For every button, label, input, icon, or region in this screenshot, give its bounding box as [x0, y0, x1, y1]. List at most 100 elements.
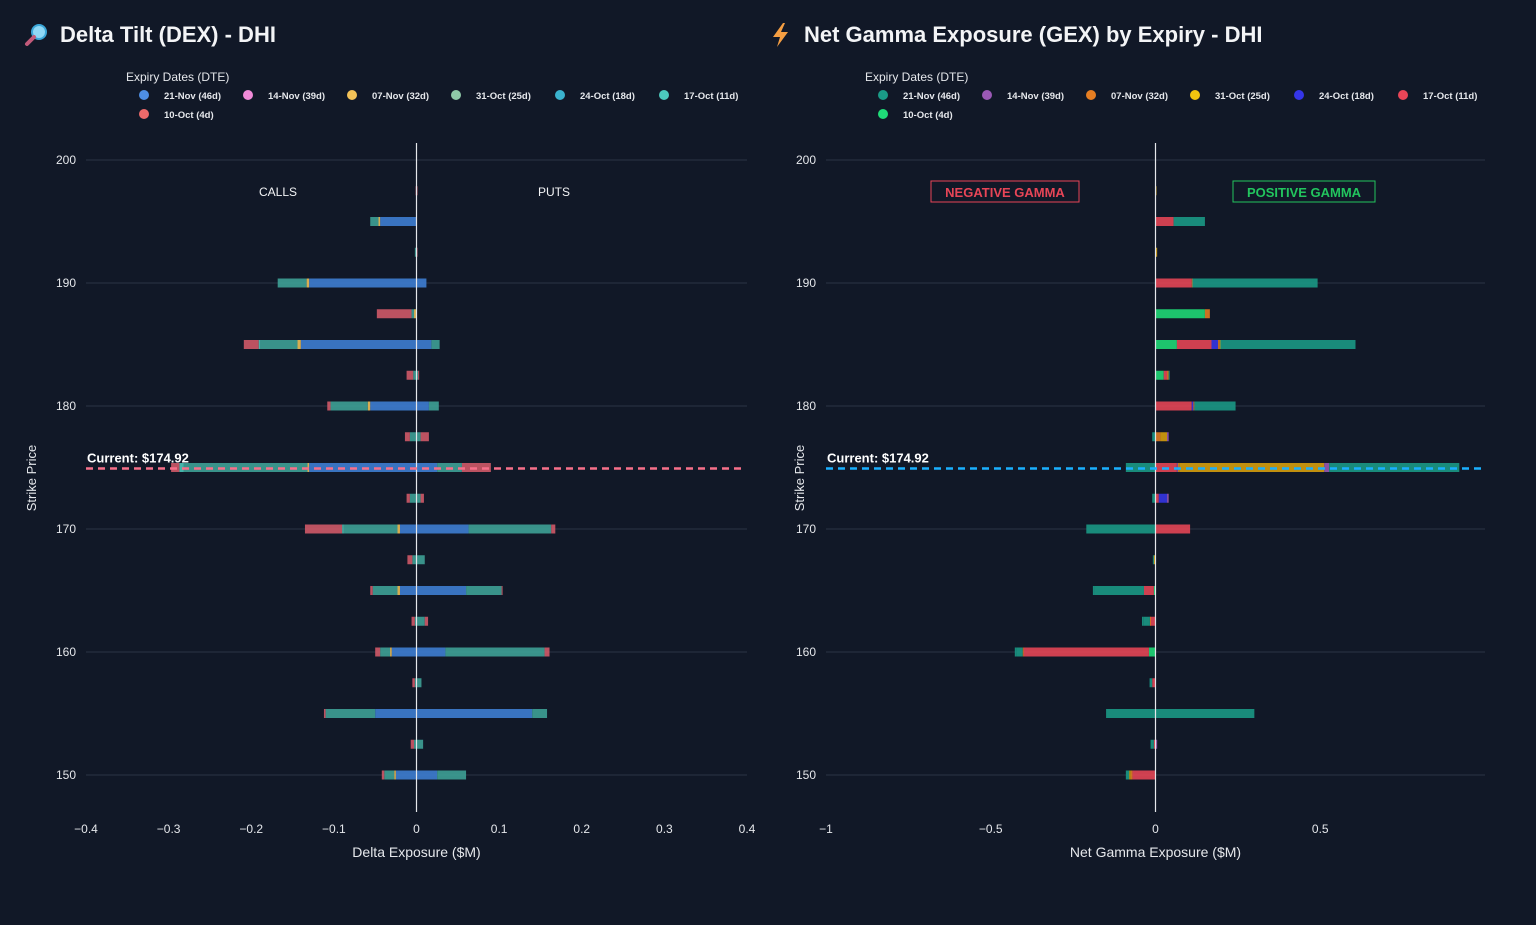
bar [1155, 709, 1255, 718]
legend-marker [555, 90, 565, 100]
y-tick-label: 190 [796, 276, 816, 290]
bar [330, 401, 368, 411]
bar [375, 647, 381, 657]
legend-label: 21-Nov (46d) [164, 91, 221, 102]
bar [370, 586, 373, 595]
bar [367, 401, 371, 411]
bar [1106, 709, 1156, 718]
positive-gamma-annotation: POSITIVE GAMMA [1247, 185, 1362, 200]
bar [390, 647, 392, 657]
bar [1155, 309, 1205, 319]
dex-panel: Delta Tilt (DEX) - DHI Expiry Dates (DTE… [24, 18, 756, 860]
bar [1191, 278, 1193, 288]
bar [1153, 555, 1156, 565]
bar [409, 493, 417, 503]
x-tick-label: 0.3 [656, 822, 673, 836]
bar [416, 586, 467, 595]
bar [412, 555, 417, 565]
bar [551, 524, 556, 534]
bar [376, 309, 412, 319]
legend-label: 07-Nov (32d) [1111, 91, 1168, 102]
bar [1194, 401, 1236, 411]
bar [1023, 647, 1149, 657]
magnifier-icon [24, 22, 50, 48]
y-tick-label: 160 [796, 645, 816, 659]
bar [399, 524, 417, 534]
bar [1143, 586, 1154, 595]
bar [412, 678, 415, 688]
legend-marker [1294, 90, 1304, 100]
y-tick-label: 160 [56, 645, 76, 659]
bar [1152, 678, 1156, 688]
bar [300, 340, 417, 349]
bar [1150, 739, 1154, 749]
gex-chart: Expiry Dates (DTE) 21-Nov (46d) 14-Nov (39… [792, 70, 1485, 860]
legend-marker [878, 109, 888, 119]
legend-label: 24-Oct (18d) [580, 91, 635, 102]
bar [416, 370, 419, 380]
bar [395, 770, 417, 780]
legend-title: Expiry Dates (DTE) [126, 70, 229, 84]
bar [1168, 370, 1170, 380]
bar [416, 524, 469, 534]
bar [1153, 586, 1156, 595]
bar [1155, 739, 1158, 749]
legend-label: 14-Nov (39d) [1007, 91, 1064, 102]
bar [414, 739, 417, 749]
legend-title: Expiry Dates (DTE) [865, 70, 968, 84]
bar [381, 770, 385, 780]
bar [1086, 524, 1156, 534]
bar [418, 370, 420, 380]
bar [304, 524, 343, 534]
bar [1218, 340, 1220, 349]
bar [1155, 524, 1191, 534]
x-tick-label: −0.1 [322, 822, 346, 836]
bar [1152, 432, 1156, 442]
bar [1204, 309, 1210, 319]
x-tick-label: 0.4 [739, 822, 756, 836]
bar [414, 616, 417, 626]
bar [416, 616, 425, 626]
y-tick-label: 170 [56, 522, 76, 536]
bar [1148, 647, 1156, 657]
x-tick-label: −0.3 [157, 822, 181, 836]
y-tick-label: 200 [796, 153, 816, 167]
bar [1022, 647, 1024, 657]
dex-title-text: Delta Tilt (DEX) - DHI [60, 22, 276, 47]
y-tick-label: 180 [796, 399, 816, 413]
bar [1094, 586, 1144, 595]
legend-marker [139, 109, 149, 119]
legend-marker [347, 90, 357, 100]
bar [414, 247, 417, 257]
bar [1149, 616, 1151, 626]
bar [1149, 678, 1153, 688]
legend-label: 14-Nov (39d) [268, 91, 325, 102]
bar [1155, 370, 1164, 380]
bar [414, 309, 417, 319]
bar [416, 555, 425, 565]
bar [370, 217, 379, 226]
legend-label: 24-Oct (18d) [1319, 91, 1374, 102]
x-tick-label: 0 [1152, 822, 1159, 836]
bar [378, 217, 381, 226]
bar [1324, 463, 1330, 472]
bar [416, 278, 427, 288]
bar [277, 278, 307, 288]
bar [406, 493, 410, 503]
negative-gamma-annotation: NEGATIVE GAMMA [945, 185, 1065, 200]
bar [1152, 555, 1154, 565]
bar [1158, 493, 1168, 503]
bar [437, 770, 467, 780]
bar [1152, 493, 1156, 503]
bar [406, 370, 414, 380]
legend-label: 10-Oct (4d) [164, 110, 214, 121]
dex-title: Delta Tilt (DEX) - DHI [24, 18, 276, 52]
bar [409, 432, 417, 442]
bar [1160, 432, 1168, 442]
x-axis-title: Net Gamma Exposure ($M) [1070, 844, 1241, 860]
bar [1211, 340, 1219, 349]
bar [1125, 770, 1130, 780]
bar [1155, 217, 1174, 226]
bar [410, 739, 415, 749]
bar [1143, 616, 1150, 626]
